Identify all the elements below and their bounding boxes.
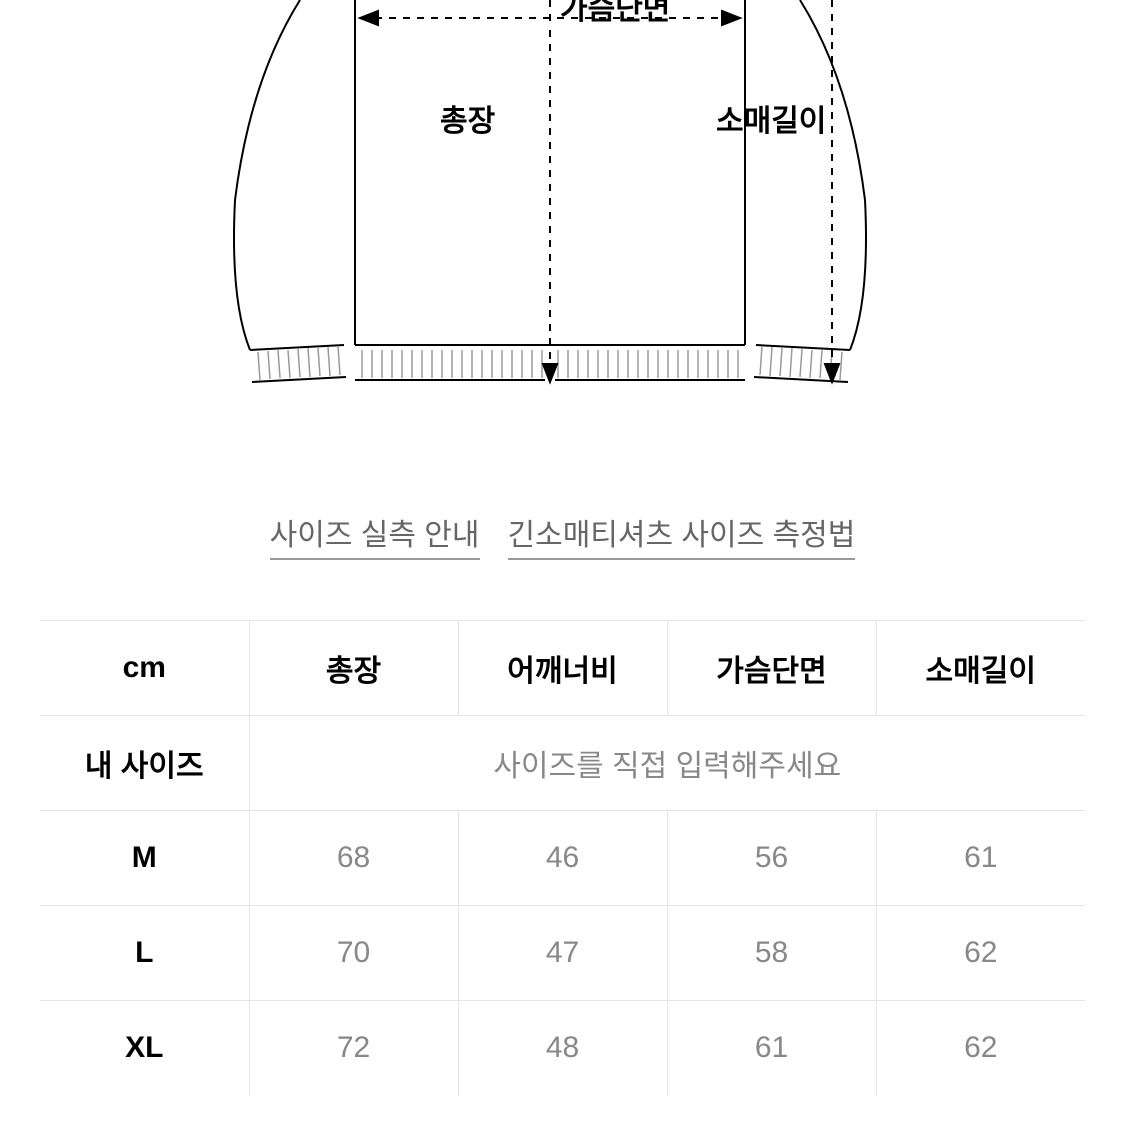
col-header: 총장 bbox=[249, 621, 458, 716]
size-guide-link[interactable]: 사이즈 실측 안내 bbox=[270, 510, 480, 560]
diagram-label-length: 총장 bbox=[440, 96, 495, 140]
unit-header: cm bbox=[40, 621, 249, 716]
size-value: 61 bbox=[667, 1001, 876, 1096]
size-links-row: 사이즈 실측 안내 긴소매티셔츠 사이즈 측정법 bbox=[0, 510, 1125, 560]
size-value: 58 bbox=[667, 906, 876, 1001]
size-value: 46 bbox=[458, 811, 667, 906]
size-value: 72 bbox=[249, 1001, 458, 1096]
col-header: 가슴단면 bbox=[667, 621, 876, 716]
col-header: 어깨너비 bbox=[458, 621, 667, 716]
diagram-label-sleeve: 소매길이 bbox=[716, 96, 826, 140]
size-value: 68 bbox=[249, 811, 458, 906]
table-row: M 68 46 56 61 bbox=[40, 811, 1085, 906]
size-table: cm 총장 어깨너비 가슴단면 소매길이 내 사이즈 사이즈를 직접 입력해주세… bbox=[40, 620, 1085, 1096]
diagram-label-chest: 가슴단면 bbox=[560, 0, 670, 28]
size-value: 61 bbox=[876, 811, 1085, 906]
size-value: 48 bbox=[458, 1001, 667, 1096]
size-label: L bbox=[40, 906, 249, 1001]
size-diagram: 가슴단면 총장 소매길이 bbox=[0, 0, 1125, 410]
my-size-row[interactable]: 내 사이즈 사이즈를 직접 입력해주세요 bbox=[40, 716, 1085, 811]
col-header: 소매길이 bbox=[876, 621, 1085, 716]
size-value: 70 bbox=[249, 906, 458, 1001]
sweater-outline-svg bbox=[0, 0, 1125, 410]
my-size-label: 내 사이즈 bbox=[40, 716, 249, 811]
table-row: L 70 47 58 62 bbox=[40, 906, 1085, 1001]
my-size-placeholder[interactable]: 사이즈를 직접 입력해주세요 bbox=[249, 716, 1085, 811]
size-label: M bbox=[40, 811, 249, 906]
size-value: 62 bbox=[876, 906, 1085, 1001]
size-label: XL bbox=[40, 1001, 249, 1096]
table-header-row: cm 총장 어깨너비 가슴단면 소매길이 bbox=[40, 621, 1085, 716]
size-value: 56 bbox=[667, 811, 876, 906]
size-value: 47 bbox=[458, 906, 667, 1001]
table-row: XL 72 48 61 62 bbox=[40, 1001, 1085, 1096]
size-value: 62 bbox=[876, 1001, 1085, 1096]
measure-method-link[interactable]: 긴소매티셔츠 사이즈 측정법 bbox=[508, 510, 856, 560]
